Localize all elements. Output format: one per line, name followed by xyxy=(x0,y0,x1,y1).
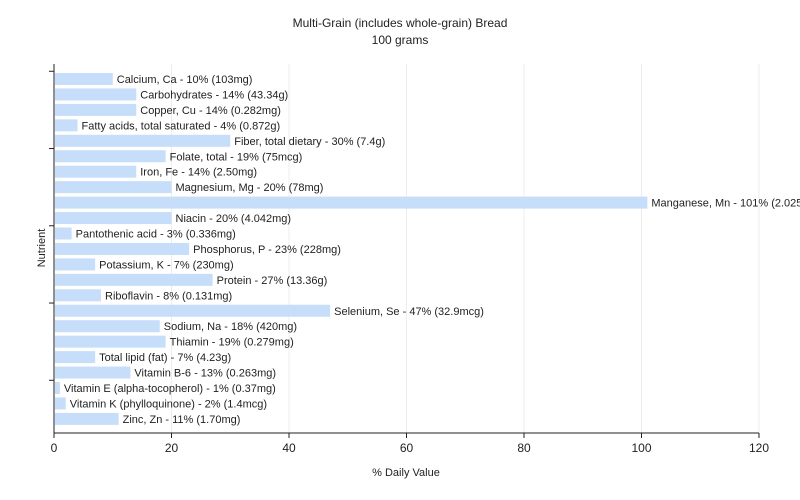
bars: Calcium, Ca - 10% (103mg) Carbohydrates -… xyxy=(55,73,800,426)
data-label: Sodium, Na - 18% (420mg) xyxy=(164,321,297,333)
data-label: Magnesium, Mg - 20% (78mg) xyxy=(176,182,324,194)
bar xyxy=(55,366,131,379)
bar xyxy=(55,103,137,116)
bar xyxy=(55,412,119,425)
bar xyxy=(55,242,190,255)
data-label: Fatty acids, total saturated - 4% (0.872… xyxy=(82,120,281,132)
x-tick-label: 0 xyxy=(51,441,58,455)
chart-subtitle: 100 grams xyxy=(372,33,429,47)
data-label: Phosphorus, P - 23% (228mg) xyxy=(193,244,341,256)
x-tick-label: 40 xyxy=(282,441,296,455)
data-label: Thiamin - 19% (0.279mg) xyxy=(170,337,294,349)
bar xyxy=(55,258,96,271)
data-label: Calcium, Ca - 10% (103mg) xyxy=(117,74,253,86)
data-label: Vitamin B-6 - 13% (0.263mg) xyxy=(134,368,276,380)
data-label: Riboflavin - 8% (0.131mg) xyxy=(105,290,232,302)
data-label: Iron, Fe - 14% (2.50mg) xyxy=(140,167,257,179)
data-label: Carbohydrates - 14% (43.34g) xyxy=(140,89,288,101)
bar xyxy=(55,289,101,302)
data-label: Fiber, total dietary - 30% (7.4g) xyxy=(234,136,385,148)
bar xyxy=(55,304,331,317)
chart-title: Multi-Grain (includes whole-grain) Bread xyxy=(293,16,508,30)
bar xyxy=(55,320,160,333)
data-label: Copper, Cu - 14% (0.282mg) xyxy=(140,105,281,117)
x-axis-title: % Daily Value xyxy=(372,467,440,479)
y-axis-title: Nutrient xyxy=(36,229,48,268)
bar xyxy=(55,73,113,85)
axes: 0 20 40 60 80 100 120 xyxy=(49,64,769,455)
bar xyxy=(55,335,166,348)
x-tick-label: 20 xyxy=(165,441,179,455)
bar xyxy=(55,88,137,101)
x-tick-label: 80 xyxy=(517,441,531,455)
bar xyxy=(55,181,172,194)
bar xyxy=(55,212,172,225)
x-tick-label: 60 xyxy=(400,441,414,455)
data-label: Vitamin E (alpha-tocopherol) - 1% (0.37m… xyxy=(64,383,276,395)
data-label: Protein - 27% (13.36g) xyxy=(217,275,328,287)
bar xyxy=(55,397,66,410)
data-label: Manganese, Mn - 101% (2.025mg) xyxy=(651,198,800,210)
bar xyxy=(55,351,96,364)
bar xyxy=(55,382,60,394)
data-label: Selenium, Se - 47% (32.9mcg) xyxy=(334,306,484,318)
data-label: Folate, total - 19% (75mcg) xyxy=(170,151,303,163)
bar xyxy=(55,227,72,240)
data-label: Niacin - 20% (4.042mg) xyxy=(176,213,292,225)
bar xyxy=(55,134,231,147)
bar xyxy=(55,165,137,178)
data-label: Vitamin K (phylloquinone) - 2% (1.4mcg) xyxy=(70,398,267,410)
bar xyxy=(55,196,648,209)
bar xyxy=(55,273,213,286)
data-label: Pantothenic acid - 3% (0.336mg) xyxy=(76,229,236,241)
data-label: Potassium, K - 7% (230mg) xyxy=(99,259,234,271)
x-tick-label: 100 xyxy=(631,441,651,455)
x-tick-label: 120 xyxy=(749,441,769,455)
data-label: Zinc, Zn - 11% (1.70mg) xyxy=(123,414,241,426)
bar xyxy=(55,150,166,163)
bar xyxy=(55,119,78,132)
data-label: Total lipid (fat) - 7% (4.23g) xyxy=(99,352,231,364)
gridlines xyxy=(171,64,760,433)
